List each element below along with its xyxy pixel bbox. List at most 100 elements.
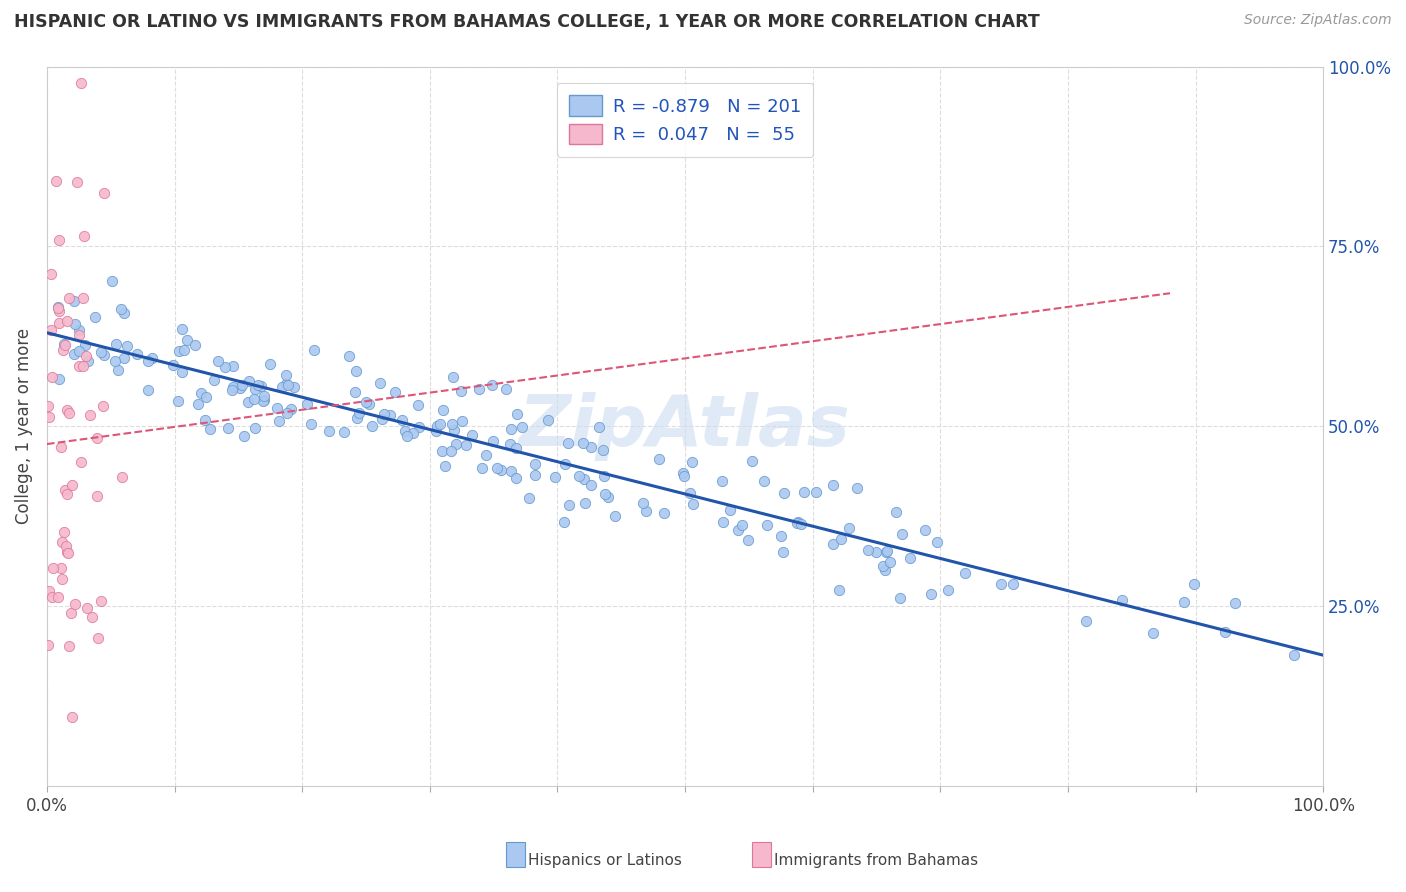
Point — [343, 384, 366, 399]
Point — [53, 338, 76, 352]
Point — [505, 441, 527, 455]
Point — [592, 469, 614, 483]
Point — [214, 359, 236, 374]
Point — [136, 383, 159, 397]
Point — [269, 414, 291, 428]
Point — [430, 443, 453, 458]
Point — [170, 365, 193, 379]
Point — [72, 229, 94, 244]
Point — [711, 515, 734, 529]
Point — [1001, 577, 1024, 591]
Point — [441, 369, 464, 384]
Point — [58, 406, 80, 420]
Point — [786, 516, 808, 530]
Text: Immigrants from Bahamas: Immigrants from Bahamas — [773, 853, 977, 868]
Point — [45, 174, 67, 188]
Point — [194, 390, 217, 404]
Point — [38, 583, 60, 598]
Point — [681, 455, 703, 469]
Point — [506, 407, 529, 421]
Point — [207, 354, 229, 368]
Point — [872, 559, 894, 574]
Point — [48, 316, 70, 330]
Point — [425, 424, 447, 438]
Point — [259, 357, 281, 371]
Y-axis label: College, 1 year or more: College, 1 year or more — [15, 328, 32, 524]
Point — [200, 422, 222, 436]
Point — [79, 408, 101, 422]
Point — [523, 468, 546, 483]
Point — [56, 545, 79, 559]
Point — [1076, 614, 1098, 628]
Point — [101, 275, 124, 289]
Point — [718, 503, 741, 517]
Point — [222, 379, 245, 393]
Point — [554, 457, 576, 471]
Point — [443, 423, 465, 437]
Point — [104, 354, 127, 368]
Point — [519, 491, 541, 505]
Point — [1173, 595, 1195, 609]
Point — [37, 399, 59, 413]
Point — [481, 434, 503, 448]
Point — [838, 521, 860, 535]
Point — [856, 543, 879, 558]
Point — [1213, 624, 1236, 639]
Point — [56, 487, 79, 501]
Point — [221, 359, 243, 373]
Point — [271, 380, 294, 394]
Point — [232, 429, 254, 443]
Point — [873, 563, 896, 577]
Point — [990, 576, 1012, 591]
Point — [914, 523, 936, 537]
Point — [1223, 596, 1246, 610]
Point — [51, 572, 73, 586]
Point — [41, 590, 63, 604]
Point — [572, 472, 595, 486]
Point — [489, 462, 512, 476]
Point — [537, 412, 560, 426]
Point — [505, 471, 527, 485]
Point — [48, 304, 70, 318]
Point — [1142, 626, 1164, 640]
Point — [77, 354, 100, 368]
Point — [87, 631, 110, 645]
Point — [66, 175, 89, 189]
Point — [111, 470, 134, 484]
Point — [568, 468, 591, 483]
Point — [920, 587, 942, 601]
Point — [481, 378, 503, 392]
Point — [107, 363, 129, 377]
Point — [652, 506, 675, 520]
Point — [636, 504, 658, 518]
Point — [354, 395, 377, 409]
Text: ZipAtlas: ZipAtlas — [519, 392, 851, 461]
Point — [359, 397, 381, 411]
Point — [127, 346, 149, 360]
Point — [115, 339, 138, 353]
Point — [955, 566, 977, 580]
Point — [173, 343, 195, 358]
Point — [141, 351, 163, 366]
Point — [454, 438, 477, 452]
Point — [46, 301, 69, 315]
Point — [190, 386, 212, 401]
Point — [76, 601, 98, 615]
Point — [39, 323, 62, 337]
Point — [755, 517, 778, 532]
Point — [58, 291, 80, 305]
Point — [75, 337, 97, 351]
Point — [93, 186, 115, 200]
Point — [391, 413, 413, 427]
Point — [86, 489, 108, 503]
Point — [53, 483, 76, 497]
Point — [429, 417, 451, 432]
Point — [786, 516, 808, 530]
Point — [384, 385, 406, 400]
Point — [93, 348, 115, 362]
Point — [72, 291, 94, 305]
Point — [333, 425, 356, 439]
Point — [501, 464, 523, 478]
Point — [485, 461, 508, 475]
Point — [891, 526, 914, 541]
